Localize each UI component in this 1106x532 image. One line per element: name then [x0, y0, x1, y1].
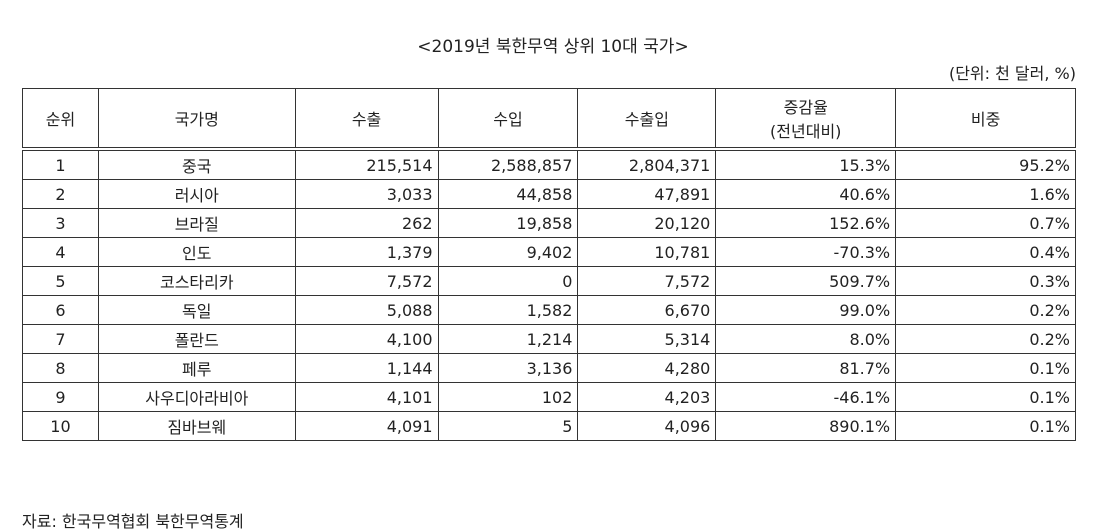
table-cell: 0.1% [895, 411, 1076, 441]
table-row: 10 짐바브웨 4,091 5 4,096 890.1% 0.1% [22, 411, 1076, 441]
table-cell: 6 [22, 295, 99, 325]
table-cell: 1 [22, 148, 99, 180]
table-cell: 47,891 [577, 179, 717, 209]
table-cell: 44,858 [437, 179, 579, 209]
table-cell: 99.0% [715, 295, 897, 325]
table-row: 6 독일 5,088 1,582 6,670 99.0% 0.2% [22, 295, 1076, 325]
table-cell: 9 [22, 382, 99, 412]
header-cell: 국가명 [97, 88, 296, 151]
table-cell: 폴란드 [97, 324, 296, 354]
header-line: (전년대비) [770, 122, 842, 141]
trade-table: 순위 국가명 수출 수입 수출입 증감율 (전년대비) 비중 1 중국 215,514 2,588,… [22, 88, 1076, 441]
table-row: 1 중국 215,514 2,588,857 2,804,371 15.3% 95.2% [22, 148, 1076, 180]
table-cell: 7,572 [577, 266, 717, 296]
table-row: 7 폴란드 4,100 1,214 5,314 8.0% 0.2% [22, 324, 1076, 354]
table-cell: 8 [22, 353, 99, 383]
table-cell: 7,572 [294, 266, 439, 296]
table-cell: 독일 [97, 295, 296, 325]
header-cell: 수입 [437, 88, 579, 151]
source: 자료: 한국무역협회 북한무역통계 [22, 512, 244, 531]
table-cell: 1.6% [895, 179, 1076, 209]
table-body: 1 중국 215,514 2,588,857 2,804,371 15.3% 95.2% 2 러… [22, 148, 1076, 441]
table-cell: 4,091 [294, 411, 439, 441]
table-cell: 5,088 [294, 295, 439, 325]
table-cell: 페루 [97, 353, 296, 383]
table-cell: 4,203 [577, 382, 717, 412]
table-cell: -46.1% [715, 382, 897, 412]
table-cell: 7 [22, 324, 99, 354]
table-cell: 3,136 [437, 353, 579, 383]
table-cell: 러시아 [97, 179, 296, 209]
table-cell: 5 [22, 266, 99, 296]
header-cell: 증감율 (전년대비) [715, 88, 897, 151]
table-cell: 0.3% [895, 266, 1076, 296]
table-cell: 40.6% [715, 179, 897, 209]
table-cell: 1,214 [437, 324, 579, 354]
table-row: 3 브라질 262 19,858 20,120 152.6% 0.7% [22, 208, 1076, 238]
table-row: 2 러시아 3,033 44,858 47,891 40.6% 1.6% [22, 179, 1076, 209]
table-cell: 15.3% [715, 148, 897, 180]
table-cell: 1,379 [294, 237, 439, 267]
table-cell: 1,582 [437, 295, 579, 325]
table-row: 9 사우디아라비아 4,101 102 4,203 -46.1% 0.1% [22, 382, 1076, 412]
table-cell: 2,588,857 [437, 148, 579, 180]
table-cell: 0.1% [895, 382, 1076, 412]
table-cell: 코스타리카 [97, 266, 296, 296]
table-cell: 2,804,371 [577, 148, 717, 180]
table-cell: 4,280 [577, 353, 717, 383]
table-cell: 102 [437, 382, 579, 412]
title: <2019년 북한무역 상위 10대 국가> [417, 37, 689, 57]
table-cell: 20,120 [577, 208, 717, 238]
table-cell: 0.1% [895, 353, 1076, 383]
table-row: 4 인도 1,379 9,402 10,781 -70.3% 0.4% [22, 237, 1076, 267]
header-cell: 비중 [895, 88, 1076, 151]
table-cell: 짐바브웨 [97, 411, 296, 441]
table-cell: 0.7% [895, 208, 1076, 238]
table-cell: 사우디아라비아 [97, 382, 296, 412]
header-row: 순위 국가명 수출 수입 수출입 증감율 (전년대비) 비중 [22, 88, 1076, 151]
table-cell: 0.2% [895, 324, 1076, 354]
table-cell: 0.4% [895, 237, 1076, 267]
table-cell: 4,096 [577, 411, 717, 441]
table-cell: 3 [22, 208, 99, 238]
table-cell: 10,781 [577, 237, 717, 267]
table-cell: 19,858 [437, 208, 579, 238]
table-cell: 4,100 [294, 324, 439, 354]
unit: (단위: 천 달러, %) [948, 64, 1076, 83]
table-cell: 1,144 [294, 353, 439, 383]
table-cell: 10 [22, 411, 99, 441]
table-row: 8 페루 1,144 3,136 4,280 81.7% 0.1% [22, 353, 1076, 383]
table-row: 5 코스타리카 7,572 0 7,572 509.7% 0.3% [22, 266, 1076, 296]
table-cell: 6,670 [577, 295, 717, 325]
table-cell: 인도 [97, 237, 296, 267]
table-cell: 5,314 [577, 324, 717, 354]
table-cell: 152.6% [715, 208, 897, 238]
table-cell: 8.0% [715, 324, 897, 354]
table-cell: 95.2% [895, 148, 1076, 180]
header-cell: 순위 [22, 88, 99, 151]
header-line: 증감율 [783, 98, 828, 117]
table-cell: 0.2% [895, 295, 1076, 325]
table-cell: 81.7% [715, 353, 897, 383]
table-cell: 890.1% [715, 411, 897, 441]
table-cell: 215,514 [294, 148, 439, 180]
header-cell: 수출입 [577, 88, 717, 151]
header-cell: 수출 [294, 88, 439, 151]
table-cell: 0 [437, 266, 579, 296]
table-cell: 4 [22, 237, 99, 267]
table-cell: 509.7% [715, 266, 897, 296]
table-cell: 262 [294, 208, 439, 238]
table-cell: 3,033 [294, 179, 439, 209]
table-cell: 중국 [97, 148, 296, 180]
table-cell: 4,101 [294, 382, 439, 412]
table-cell: 5 [437, 411, 579, 441]
table-cell: -70.3% [715, 237, 897, 267]
table-cell: 9,402 [437, 237, 579, 267]
table-cell: 브라질 [97, 208, 296, 238]
table-cell: 2 [22, 179, 99, 209]
